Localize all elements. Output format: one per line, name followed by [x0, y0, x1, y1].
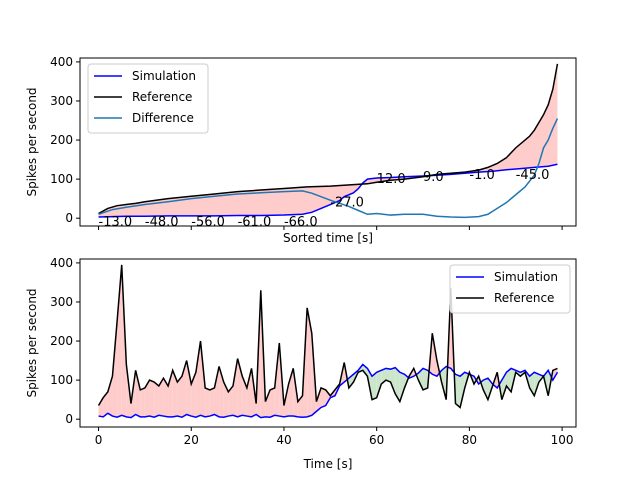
top-series-difference	[98, 118, 559, 219]
bottom-fill-segment	[321, 387, 326, 408]
top-ytick-label: 300	[50, 94, 73, 108]
top-ytick-label: 200	[50, 133, 73, 147]
top-ytick-label: 400	[50, 55, 73, 69]
bottom-legend: Simulation Reference	[449, 264, 571, 314]
bottom-fill-segment	[418, 368, 424, 390]
top-annotation: -56.0	[191, 215, 225, 230]
bottom-fill-segment	[117, 264, 122, 418]
top-annotation: -61.0	[238, 215, 272, 230]
bottom-fill-segment	[135, 370, 141, 417]
bottom-ytick-label: 100	[50, 373, 73, 387]
bottom-fill-segment	[154, 382, 159, 418]
bottom-fill-segment	[163, 378, 169, 417]
bottom-fill-segment	[395, 367, 400, 402]
bottom-xtick-label: 100	[551, 433, 574, 447]
bottom-axes-frame	[79, 258, 577, 428]
top-annotation: -1.0	[469, 168, 494, 183]
bottom-ytick-label: 400	[50, 256, 73, 270]
legend-box	[87, 63, 209, 134]
top-annotation: 12.0	[377, 172, 406, 187]
bottom-fill-segment	[191, 372, 196, 418]
legend-label: Difference	[132, 111, 194, 125]
top-annotation: -27.0	[330, 195, 364, 210]
bottom-fill-segment	[399, 372, 405, 402]
bottom-fill-segment	[232, 358, 238, 417]
bottom-series-reference	[97, 264, 558, 409]
bottom-fill-segment	[376, 370, 382, 398]
bottom-fill-segment	[144, 380, 150, 417]
bottom-fill-segment	[195, 341, 201, 418]
top-panel: 0 100 200 300 400 Sorted time [s] Spikes per…	[25, 55, 577, 245]
bottom-xlabel: Time [s]	[303, 457, 353, 471]
bottom-fill-segment	[506, 368, 512, 392]
top-axes-frame	[79, 57, 577, 227]
legend-label: Simulation	[132, 69, 196, 83]
legend-label: Simulation	[494, 270, 558, 284]
bottom-fill-segment	[325, 389, 331, 406]
bottom-fill-segment	[228, 385, 233, 417]
bottom-fill-segment	[460, 372, 465, 408]
bottom-ylabel: Spikes per second	[25, 288, 39, 397]
top-annotation: -45.0	[516, 168, 550, 183]
bottom-fill-segment	[385, 368, 391, 383]
bottom-fill-segment	[158, 378, 164, 417]
bottom-fill-segment	[205, 387, 210, 417]
bottom-fill-segment	[172, 370, 178, 417]
top-annotation: 9.0	[423, 170, 444, 185]
top-series-reference	[98, 63, 559, 215]
bottom-fill-segment	[103, 391, 108, 417]
bottom-fill-segment	[112, 321, 118, 418]
bottom-fill-segment	[307, 307, 312, 417]
bottom-fill-segment	[98, 397, 104, 417]
bottom-fill-segment	[316, 387, 322, 412]
bottom-fill-segment	[214, 366, 220, 417]
bottom-fill-segment	[529, 372, 535, 396]
bottom-xtick-label: 20	[184, 433, 199, 447]
bottom-ytick-label: 200	[50, 334, 73, 348]
bottom-fill-segment	[455, 374, 461, 408]
top-ylabel: Spikes per second	[25, 87, 39, 196]
bottom-ytick-label: 300	[50, 295, 73, 309]
bottom-fill-segment	[168, 370, 173, 417]
top-annotation: -66.0	[284, 215, 318, 230]
bottom-ytick-label: 0	[65, 412, 73, 426]
bottom-fill-segment	[534, 372, 539, 396]
bottom-xtick-label: 0	[95, 433, 103, 447]
bottom-fill-segment	[246, 368, 252, 417]
legend-label: Reference	[132, 90, 192, 104]
top-series-simulation	[98, 163, 558, 218]
top-annotation: -13.0	[99, 215, 133, 230]
bottom-xtick-label: 60	[369, 433, 384, 447]
top-ytick-label: 0	[65, 211, 73, 225]
top-legend: Simulation Reference Difference	[87, 63, 209, 134]
bottom-fill-segment	[186, 360, 192, 417]
bottom-panel: 0 100 200 300 400 0 20 40 60 80 100 Time [s] Spik…	[25, 256, 577, 471]
bottom-fill-segment	[149, 380, 155, 418]
bottom-fill-segment	[270, 387, 275, 418]
legend-label: Reference	[494, 291, 554, 305]
bottom-fill-segment	[390, 367, 396, 394]
bottom-fill-segment	[140, 387, 145, 417]
bottom-fill-segment	[107, 376, 113, 417]
top-xlabel: Sorted time [s]	[283, 231, 373, 245]
bottom-fill-segment	[177, 376, 182, 418]
bottom-fill-segment	[423, 368, 428, 390]
bottom-fill-segment	[441, 366, 447, 400]
bottom-fill-segment	[209, 387, 215, 417]
bottom-xtick-label: 80	[462, 433, 477, 447]
bottom-xtick-label: 40	[276, 433, 291, 447]
bottom-fill-segment	[265, 389, 271, 418]
bottom-fill-segment	[372, 372, 377, 400]
top-ytick-label: 100	[50, 172, 73, 186]
top-annotation: -48.0	[145, 215, 179, 230]
bottom-fill-segment	[483, 378, 488, 400]
